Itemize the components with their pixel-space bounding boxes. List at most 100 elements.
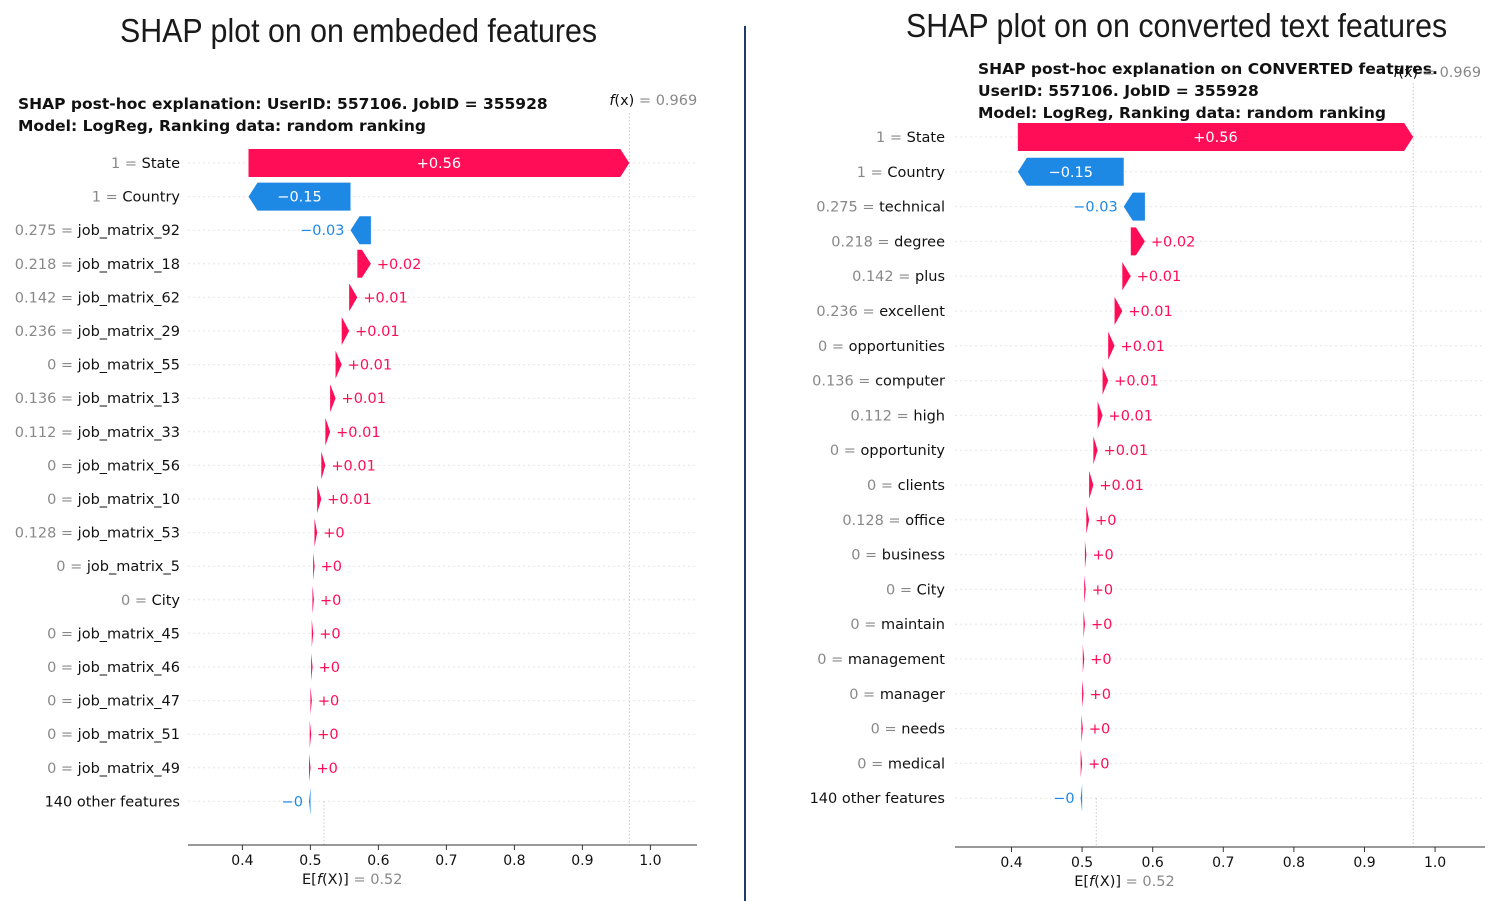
waterfall-bar (1017, 123, 1414, 151)
feature-name: manager (880, 687, 945, 703)
feature-name: business (882, 548, 945, 564)
waterfall-bar (248, 182, 351, 211)
bar-value-label: +0.01 (1114, 374, 1158, 390)
feature-value: 1 = (111, 156, 142, 172)
waterfall-bar (314, 518, 318, 547)
waterfall-bar (330, 384, 336, 413)
bar-value-label: +0 (321, 559, 342, 575)
feature-name: job_matrix_10 (77, 492, 180, 508)
waterfall-bar (317, 485, 322, 513)
feature-value: 0 = (871, 722, 902, 738)
feature-value: 0.275 = (816, 200, 879, 216)
feature-name: job_matrix_53 (77, 526, 180, 542)
feature-name: job_matrix_45 (77, 626, 180, 642)
bar-value-label: +0.01 (1121, 339, 1165, 355)
bar-value-label: +0.01 (336, 425, 380, 441)
bar-value-label: +0 (1091, 617, 1112, 633)
x-tick-label: 0.6 (367, 853, 389, 869)
feature-name: State (142, 156, 180, 172)
feature-label: 140 other features (45, 794, 180, 810)
feature-value: 0.218 = (831, 234, 894, 250)
feature-name: 140 other features (810, 791, 945, 807)
feature-value: 0 = (47, 761, 78, 777)
chart-subtitle-line: Model: LogReg, Ranking data: random rank… (18, 117, 426, 135)
bar-value-label: −0.03 (300, 223, 344, 239)
bar-value-label: −0 (282, 794, 303, 810)
feature-value: 0.136 = (812, 374, 875, 390)
feature-label: 0.112 = high (850, 408, 945, 424)
feature-value: 0 = (818, 339, 849, 355)
feature-name: plus (915, 269, 945, 285)
feature-label: 0.218 = job_matrix_18 (15, 257, 180, 273)
bar-value-label: +0 (318, 694, 339, 710)
feature-name: maintain (881, 617, 945, 633)
x-tick-label: 0.7 (1212, 855, 1234, 871)
waterfall-bar (1080, 784, 1083, 813)
feature-name: degree (894, 234, 945, 250)
bar-value-label: +0 (320, 593, 341, 609)
feature-label: 0 = job_matrix_46 (47, 660, 180, 676)
base-value-label: E[f(X)] = 0.52 (1074, 874, 1175, 890)
feature-label: 1 = State (876, 130, 945, 146)
feature-name: City (152, 593, 181, 609)
feature-value: 0 = (857, 756, 888, 772)
waterfall-bar (310, 686, 312, 715)
bar-value-label: +0 (1095, 513, 1116, 529)
waterfall-bar (1082, 645, 1085, 673)
feature-name: high (913, 408, 945, 424)
feature-name: opportunity (861, 443, 946, 459)
feature-name: clients (898, 478, 945, 494)
feature-label: 0 = job_matrix_49 (47, 761, 180, 777)
bar-value-label: +0.01 (331, 458, 375, 474)
bar-value-label: +0.01 (342, 391, 386, 407)
x-tick-label: 0.4 (231, 853, 253, 869)
bar-value-label: +0.01 (355, 324, 399, 340)
bar-value-label: +0 (317, 761, 338, 777)
x-tick-label: 0.8 (1283, 855, 1305, 871)
feature-name: medical (888, 756, 945, 772)
feature-name: needs (901, 722, 945, 738)
feature-value: 0 = (47, 358, 78, 374)
bar-value-label: +0.02 (377, 257, 421, 273)
feature-name: job_matrix_29 (77, 324, 180, 340)
chart-subtitle-line: Model: LogReg, Ranking data: random rank… (978, 104, 1386, 122)
feature-value: 1 = (876, 130, 907, 146)
feature-value: 1 = (857, 165, 888, 181)
feature-label: 0.128 = job_matrix_53 (15, 526, 180, 542)
waterfall-bar (1114, 297, 1123, 325)
bar-value-label: −0 (1053, 791, 1074, 807)
bar-value-label: +0 (317, 727, 338, 743)
feature-value: 0.236 = (15, 324, 78, 340)
feature-label: 0.142 = job_matrix_62 (15, 290, 180, 306)
feature-label: 0 = job_matrix_10 (47, 492, 180, 508)
waterfall-bar (248, 149, 630, 177)
feature-name: Country (122, 190, 180, 206)
waterfall-bar (1080, 749, 1083, 778)
feature-label: 0.275 = job_matrix_92 (15, 223, 180, 239)
x-tick-label: 0.4 (1000, 855, 1022, 871)
bar-value-label: +0.56 (417, 156, 461, 172)
feature-value: 0 = (830, 443, 861, 459)
feature-value: 0.275 = (15, 223, 78, 239)
feature-value: 0 = (47, 626, 78, 642)
waterfall-bar (311, 619, 314, 648)
feature-label: 0 = job_matrix_56 (47, 458, 180, 474)
feature-name: job_matrix_18 (77, 257, 180, 273)
waterfall-bar (335, 350, 342, 379)
feature-label: 0 = business (851, 548, 945, 564)
feature-label: 0 = opportunity (830, 443, 945, 459)
feature-label: 0.136 = computer (812, 374, 945, 390)
x-tick-label: 0.5 (1071, 855, 1093, 871)
waterfall-bar (1082, 679, 1084, 708)
bar-value-label: −0.15 (1049, 165, 1093, 181)
bar-value-label: +0 (1092, 548, 1113, 564)
feature-name: excellent (879, 304, 945, 320)
feature-value: 0.128 = (15, 526, 78, 542)
x-tick-label: 0.9 (1353, 855, 1375, 871)
waterfall-bar (321, 451, 326, 480)
feature-name: computer (875, 374, 945, 390)
feature-label: 0 = needs (871, 722, 945, 738)
feature-name: job_matrix_62 (77, 290, 180, 306)
feature-label: 1 = Country (857, 165, 946, 181)
